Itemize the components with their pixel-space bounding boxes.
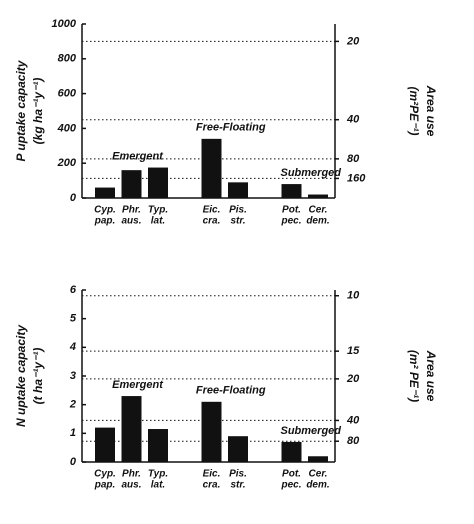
y-tick-label: 800 [58,53,77,65]
y2-tick-label: 10 [347,290,360,302]
x-tick-label: pap. [94,480,116,491]
y-tick-label: 3 [70,370,76,382]
bar [281,184,302,198]
y2-tick-label: 80 [347,435,360,447]
y-tick-label: 0 [70,456,77,468]
group-label: Emergent [112,379,164,391]
bar [308,456,328,462]
bar [95,427,115,462]
x-tick-label: pap. [94,216,116,227]
x-tick-label: dem. [306,480,329,491]
x-tick-label: pec. [280,216,301,227]
x-tick-label: Cer. [309,469,328,480]
y-tick-label: 2 [69,399,76,411]
bar [228,436,248,462]
x-tick-label: Phr. [122,205,141,216]
y2-tick-label: 20 [346,35,360,47]
x-tick-label: Cer. [309,205,328,216]
group-label: Free-Floating [196,385,266,397]
x-tick-label: Pot. [282,469,301,480]
bar [95,187,115,198]
y-tick-label: 400 [57,122,77,134]
bar [281,441,302,462]
x-tick-label: Cyp. [94,205,116,216]
y-tick-label: 600 [58,88,77,100]
x-tick-label: pec. [280,480,301,491]
x-tick-label: lat. [151,216,165,227]
y2-tick-label: 80 [347,153,360,165]
y-tick-label: 200 [57,157,77,169]
x-tick-label: str. [230,216,245,227]
y2-tick-label: 160 [347,172,366,184]
bar [201,138,222,198]
x-tick-label: Pot. [282,205,301,216]
y2-tick-label: 40 [346,114,360,126]
y2-axis-title: (m² PE⁻¹) [407,350,421,402]
x-tick-label: dem. [306,216,329,227]
x-tick-label: Pis. [229,469,247,480]
group-label: Free-Floating [196,122,266,134]
x-tick-label: Pis. [229,205,247,216]
y-tick-label: 1 [70,427,76,439]
x-tick-label: Phr. [122,469,141,480]
y-axis-title: N uptake capacity [14,324,28,427]
y-tick-label: 5 [70,313,77,325]
x-tick-label: Eic. [203,205,221,216]
y-axis-title: P uptake capacity [14,59,28,161]
x-tick-label: cra. [203,480,221,491]
x-tick-label: Cyp. [94,469,116,480]
y2-axis-title: Area use [424,350,438,402]
y2-tick-label: 20 [346,373,360,385]
group-label: Submerged [280,167,341,179]
x-tick-label: aus. [121,480,141,491]
x-tick-label: Typ. [148,205,168,216]
y2-tick-label: 15 [347,345,360,357]
x-tick-label: cra. [203,216,221,227]
y-tick-label: 0 [70,192,77,204]
y2-axis-title: (m²PE⁻¹) [407,87,421,136]
y-axis-title: (kg ha⁻¹y⁻¹) [31,78,45,145]
y2-tick-label: 40 [346,414,360,426]
bar [121,396,142,462]
y-tick-label: 4 [69,341,76,353]
x-tick-label: Typ. [148,469,168,480]
bar [148,429,168,462]
x-tick-label: lat. [151,480,165,491]
y-tick-label: 6 [70,284,77,296]
bar [308,194,328,198]
x-tick-label: str. [230,480,245,491]
bar [148,167,168,198]
x-tick-label: aus. [121,216,141,227]
bar [228,182,248,198]
y-axis-title: (t ha⁻¹y⁻¹) [31,348,45,405]
x-tick-label: Eic. [203,469,221,480]
bar [201,401,222,462]
y-tick-label: 1000 [52,18,77,30]
group-label: Submerged [280,425,341,437]
bar [121,170,142,198]
group-label: Emergent [112,150,164,162]
y2-axis-title: Area use [424,85,438,137]
